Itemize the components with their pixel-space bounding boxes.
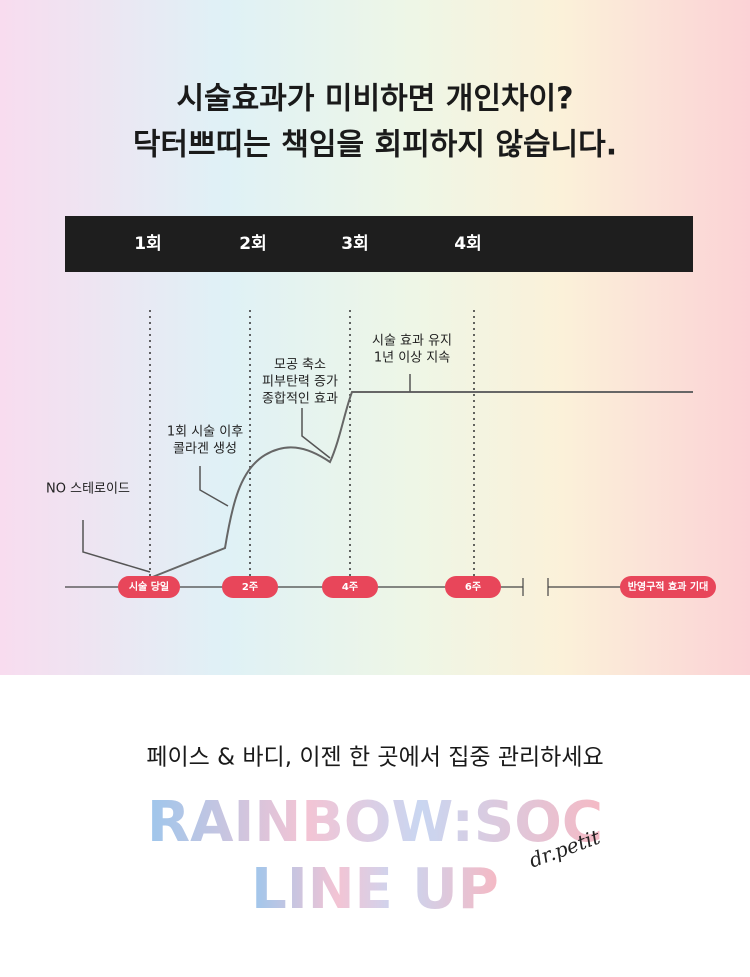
callout: 1회 시술 이후: [167, 425, 243, 440]
callout: NO 스테로이드: [46, 482, 130, 497]
headline: 시술효과가 미비하면 개인차이?: [176, 82, 573, 117]
callout: 시술 효과 유지: [372, 334, 452, 349]
tagline: 페이스 & 바디, 이젠 한 곳에서 집중 관리하세요: [146, 745, 603, 771]
round-bar: [65, 216, 693, 272]
timeline-pill: [620, 576, 716, 598]
round-label: 4회: [454, 234, 481, 254]
round-label: 3회: [341, 234, 368, 254]
callout: 종합적인 효과: [262, 392, 338, 407]
round-label: 2회: [239, 234, 266, 254]
timeline-label: 반영구적 효과 기대: [628, 580, 709, 593]
timeline-pill: [322, 576, 378, 598]
timeline-label: 4주: [342, 581, 358, 593]
timeline-label: 6주: [465, 581, 481, 593]
logo-text: LINE UP: [251, 857, 499, 922]
callout: 1년 이상 지속: [374, 351, 450, 366]
leader-line: [82, 520, 151, 573]
divider-lines: [149, 310, 475, 578]
leader-line: [301, 408, 331, 459]
effect-curve: [149, 391, 693, 579]
logo-text: RAINBOW:SOC: [147, 790, 603, 855]
headline: 닥터쁘띠는 책임을 회피하지 않습니다.: [133, 128, 617, 163]
leader-line: [199, 466, 229, 507]
round-label: 1회: [134, 234, 161, 254]
timeline-pill: [222, 576, 278, 598]
timeline-label: 2주: [242, 581, 258, 593]
callout: 피부탄력 증가: [262, 375, 338, 390]
hero-background: [0, 0, 750, 675]
timeline-label: 시술 당일: [129, 580, 169, 593]
callout: 콜라겐 생성: [173, 442, 237, 457]
timeline-pill: [118, 576, 180, 598]
callout: 모공 축소: [274, 358, 326, 373]
timeline-pill: [445, 576, 501, 598]
